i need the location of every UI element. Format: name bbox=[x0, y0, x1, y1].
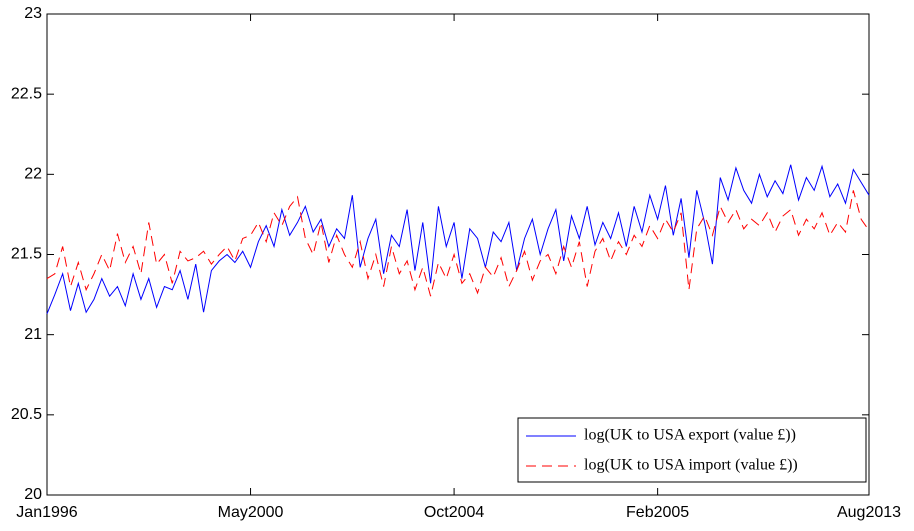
y-tick-label: 23 bbox=[24, 5, 42, 22]
y-tick-label: 20.5 bbox=[11, 406, 42, 423]
series-line bbox=[46, 164, 870, 315]
series-line bbox=[46, 190, 870, 297]
y-tick-label: 21.5 bbox=[11, 246, 42, 263]
x-tick-label: Aug2013 bbox=[837, 504, 901, 521]
x-tick-label: May2000 bbox=[218, 504, 284, 521]
x-tick-label: Oct2004 bbox=[424, 504, 485, 521]
y-tick-label: 22.5 bbox=[11, 85, 42, 102]
legend-box bbox=[517, 417, 867, 483]
x-tick-label: Jan1996 bbox=[16, 504, 77, 521]
legend-label: log(UK to USA import (value £)) bbox=[584, 457, 798, 474]
y-tick-label: 20 bbox=[24, 486, 42, 503]
x-tick-label: Feb2005 bbox=[626, 504, 689, 521]
legend-label: log(UK to USA export (value £)) bbox=[584, 427, 796, 444]
y-tick-label: 22 bbox=[24, 166, 42, 183]
y-tick-label: 21 bbox=[24, 326, 42, 343]
